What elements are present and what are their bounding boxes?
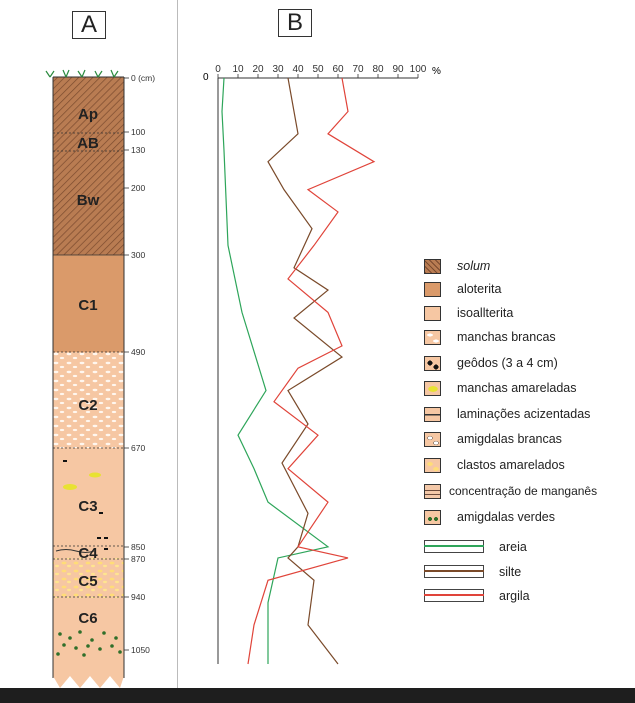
depth-tick-label: 870 [131,554,145,564]
series-line-areia [221,77,330,664]
horizon-label: Bw [77,192,100,209]
panel-divider [177,0,178,688]
yellow-swatch-icon [424,381,441,396]
depth-tick-label: 300 [131,250,145,260]
line-swatch-icon [424,565,484,578]
series-line-silte [267,77,344,665]
legend-item-solum: solum [424,258,635,276]
horizon-label: AB [77,135,99,152]
depth-tick-label: 490 [131,347,145,357]
amygdale-swatch-icon [424,432,441,447]
depth-tick-label: 100 [131,127,145,137]
horizon-label: C2 [78,397,97,414]
x-tick-label: 20 [252,64,264,75]
depth-tick-label: 850 [131,542,145,552]
color-swatch-icon [424,282,441,297]
manganese-swatch-icon [424,484,441,499]
legend-item-amigdalas-verdes: amigdalas verdes [424,509,635,527]
line-swatch-icon [424,540,484,553]
x-tick-label: 90 [392,64,404,75]
legend-label: aloterita [457,282,502,296]
layer-isoalterita [53,448,124,658]
x-tick-label: 10 [232,64,244,75]
legend-item-argila: argila [424,588,635,606]
legend-label: amigdalas brancas [457,432,562,446]
horizon-label: C5 [78,573,97,590]
layer-clastos-amarelados [53,558,124,598]
laminacoes-mark [55,549,95,553]
depth-tick-label: 200 [131,183,145,193]
depth-tick-label: 1050 [131,645,150,655]
figure-canvas: Ap AB Bw C1 C2 C3 C4 C5 C6 0 (cm) 100 [45,64,441,688]
legend-label: geôdos (3 a 4 cm) [457,356,558,370]
x-tick-label: 70 [352,64,364,75]
legend-item-manchas-amareladas: manchas amareladas [424,380,635,398]
layer-aloterita [53,255,124,352]
geodo-marks [63,460,108,550]
profile-bottom-edge [53,658,124,688]
legend-item-isoalterita: isoallterita [424,305,635,323]
x-tick-label: 40 [292,64,304,75]
x-tick-label: 0 [215,64,221,75]
legend-label: clastos amarelados [457,458,565,472]
legend-item-manchas-brancas: manchas brancas [424,329,635,347]
grass-icon [45,69,119,78]
x-tick-label: 50 [312,64,324,75]
color-swatch-icon [424,306,441,321]
spots-swatch-icon [424,330,441,345]
layer-solum [53,77,124,255]
x-tick-label: 60 [332,64,344,75]
legend-label: argila [499,589,530,603]
soil-profile: Ap AB Bw C1 C2 C3 C4 C5 C6 0 (cm) 100 [45,69,155,688]
legend-item-aloterita: aloterita [424,281,635,299]
legend-label: solum [457,259,491,273]
hatch-swatch-icon [424,259,441,274]
legend-label: isoallterita [457,306,514,320]
yellow-spots [63,472,101,490]
depth-tick-label: 670 [131,443,145,453]
x-tick-label: 30 [272,64,284,75]
legend-item-amigdalas-brancas: amigdalas brancas [424,431,635,449]
legend-label: manchas amareladas [457,381,577,395]
x-tick-label: 100 [410,64,427,75]
legend-item-manganes: concentração de manganês [424,483,635,501]
x-tick-label: 80 [372,64,384,75]
horizon-label: C3 [78,498,97,515]
horizon-label: C4 [78,545,98,562]
green-dot-swatch-icon [424,510,441,525]
horizon-label: C6 [78,610,97,627]
legend-label: manchas brancas [457,330,556,344]
legend-label: areia [499,540,527,554]
x-unit-label: % [432,66,441,77]
legend-label: silte [499,565,522,579]
horizon-label: Ap [78,106,98,123]
lamination-swatch-icon [424,407,441,422]
depth-unit-label: 0 (cm) [131,73,155,83]
legend-item-geodos: geôdos (3 a 4 cm) [424,355,635,373]
legend-item-clastos: clastos amarelados [424,457,635,475]
y-origin-label: 0 [203,72,209,83]
depth-tick-label: 130 [131,145,145,155]
legend-label: concentração de manganês [449,484,598,498]
layer-manchas-brancas [53,352,124,448]
legend-label: amigdalas verdes [457,510,555,524]
geode-swatch-icon [424,356,441,371]
granulometry-chart: 0 % 0 10 20 30 40 50 60 70 80 90 100 [203,64,441,665]
line-swatch-icon [424,589,484,602]
bottom-bar [0,688,635,703]
series-line-argila [247,77,376,665]
green-amygdales [56,630,122,657]
depth-tick-label: 940 [131,592,145,602]
panel-label-b: B [278,9,312,37]
legend-item-silte: silte [424,564,635,582]
legend-item-laminacoes: laminações acizentadas [424,406,635,424]
panel-label-a: A [72,11,106,39]
legend-label: laminações acizentadas [457,407,591,421]
horizon-label: C1 [78,297,97,314]
clast-swatch-icon [424,458,441,473]
legend-item-areia: areia [424,539,635,557]
